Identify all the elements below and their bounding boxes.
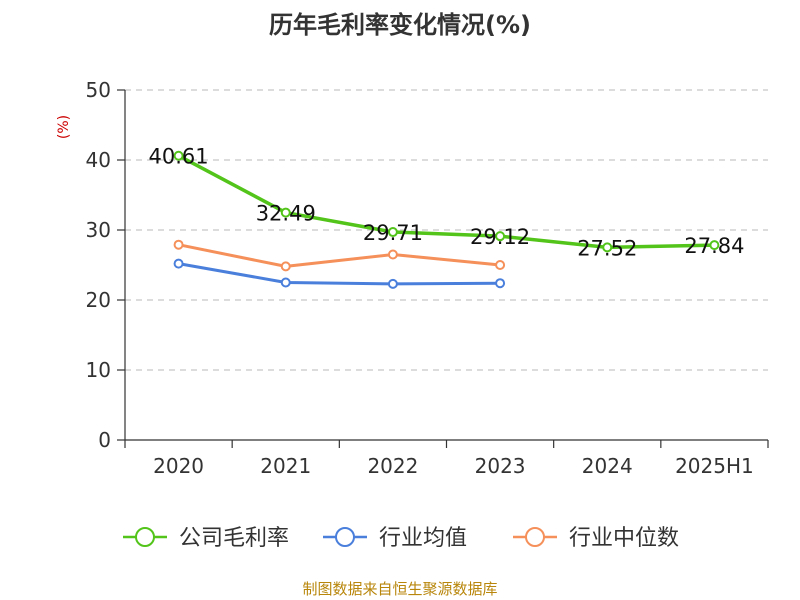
data-point[interactable] [495,231,506,242]
data-label: 40.61 [149,145,209,169]
data-point[interactable] [387,249,398,260]
data-label: 29.71 [363,221,423,245]
series-group [173,150,720,289]
data-point[interactable] [280,207,291,218]
legend[interactable]: 公司毛利率 行业均值 行业中位数 [123,526,679,551]
data-point[interactable] [602,242,613,253]
series-2 [173,239,506,272]
legend-item-1[interactable]: 行业均值 [323,526,467,551]
data-label: 27.84 [684,234,744,258]
axes: 0 10 20 30 40 50 2020 2021 2022 2023 2024 2025H1 [86,78,769,478]
grid-lines [125,89,768,371]
data-point[interactable] [280,261,291,272]
data-point[interactable] [709,240,720,251]
data-point[interactable] [387,227,398,238]
data-point[interactable] [387,278,398,289]
series-line [177,243,502,268]
legend-item-0[interactable]: 公司毛利率 [123,526,289,551]
y-tick-label: 50 [86,78,111,102]
legend-marker [335,527,355,547]
y-tick-label: 40 [86,148,111,172]
x-tick-label: 2025H1 [675,454,754,478]
x-tick-label: 2022 [367,454,418,478]
x-tick-label: 2023 [475,454,526,478]
y-tick-label: 30 [86,218,111,242]
legend-marker [135,527,155,547]
legend-label: 行业中位数 [569,526,679,551]
legend-item-2[interactable]: 行业中位数 [513,526,679,551]
x-tick-label: 2021 [260,454,311,478]
series-line [177,262,502,286]
chart-title: 历年毛利率变化情况(%) [269,11,531,39]
legend-marker [525,527,545,547]
data-point[interactable] [495,260,506,270]
data-point[interactable] [173,239,184,250]
data-labels: 40.61 32.49 29.71 29.12 27.52 27.84 [149,145,745,261]
series-0 [173,150,720,253]
series-1 [173,258,506,289]
data-label: 32.49 [256,202,316,226]
data-point[interactable] [280,277,291,288]
source-note: 制图数据来自恒生聚源数据库 [302,580,497,598]
x-tick-label: 2020 [153,454,204,478]
data-point[interactable] [495,278,506,289]
series-line [176,153,717,250]
data-label: 27.52 [577,236,637,260]
legend-label: 行业均值 [379,526,467,551]
data-point[interactable] [173,150,184,161]
data-point[interactable] [173,258,184,269]
legend-label: 公司毛利率 [179,526,289,551]
y-tick-label: 20 [86,288,111,312]
x-tick-label: 2024 [582,454,633,478]
y-axis-unit: (%) [56,115,72,139]
data-label: 29.12 [470,225,530,249]
y-tick-label: 10 [86,358,111,382]
y-tick-label: 0 [98,428,111,452]
